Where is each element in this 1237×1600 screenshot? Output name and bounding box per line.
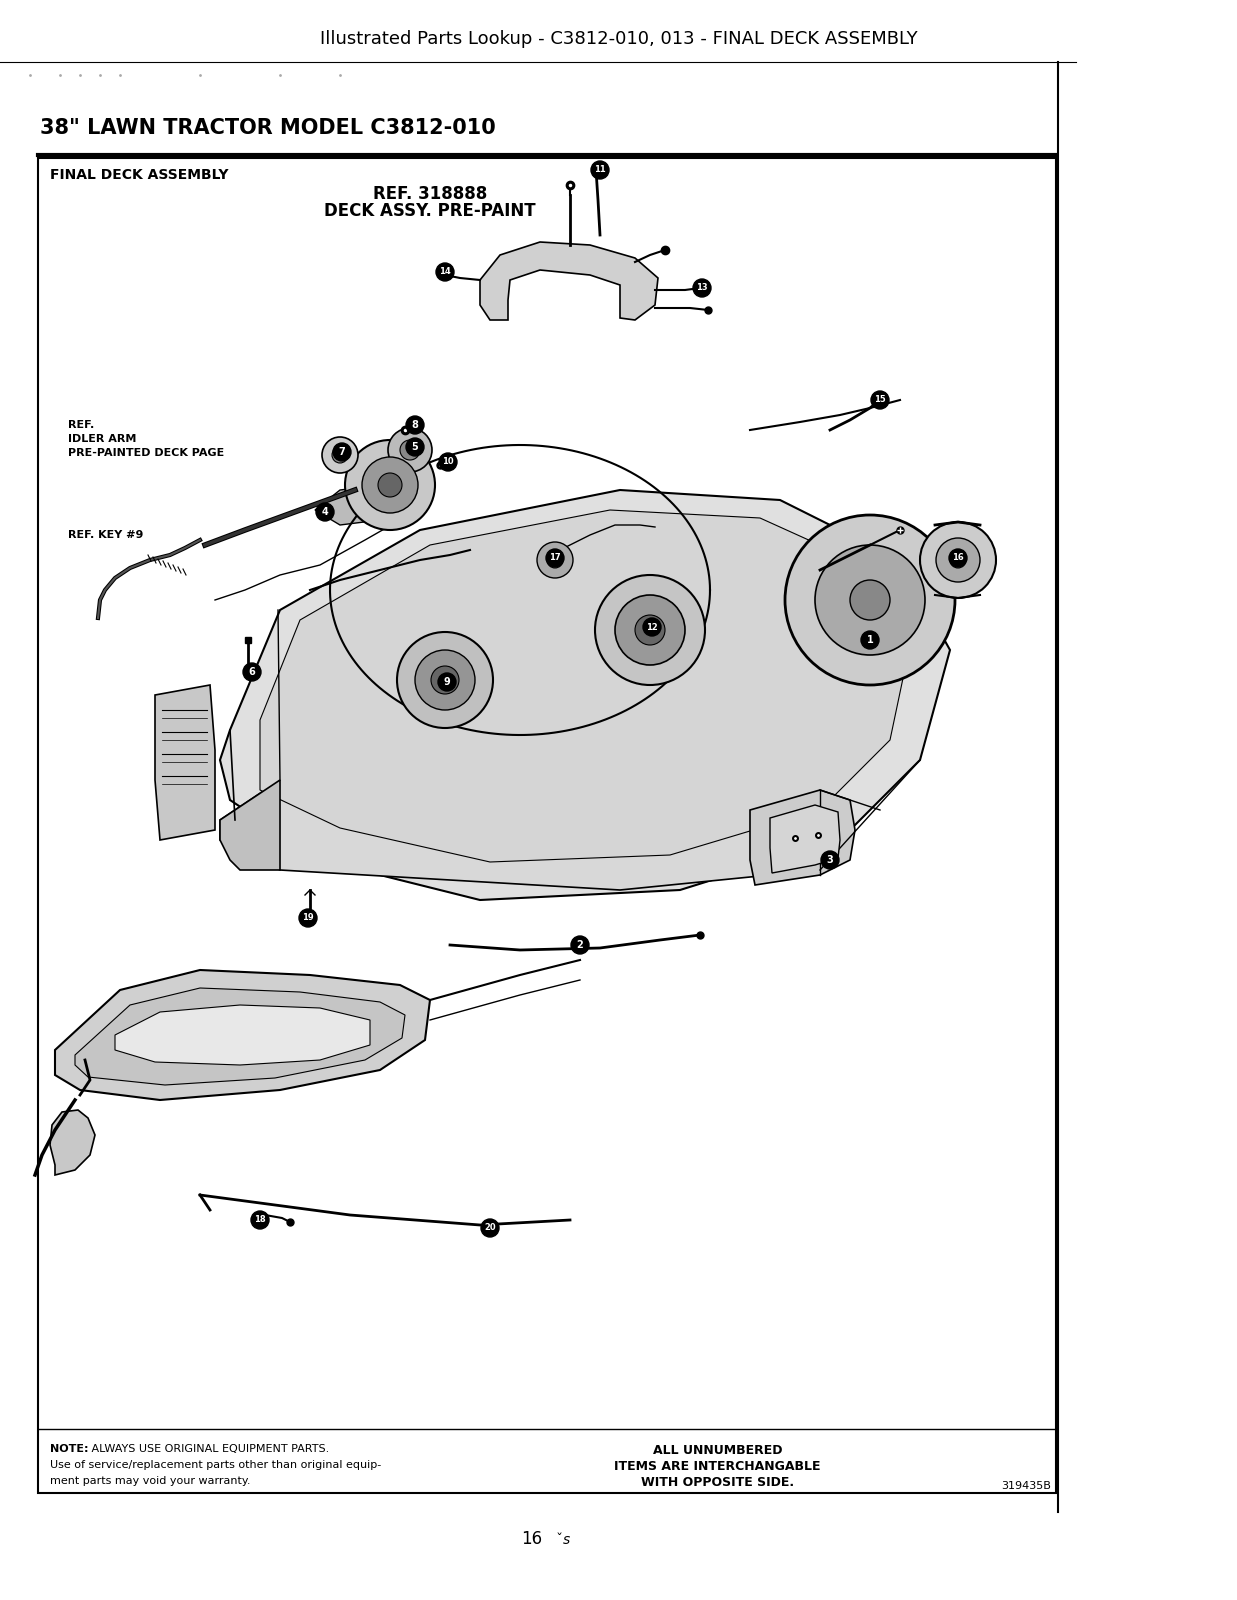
Text: 10: 10	[442, 458, 454, 467]
Text: Illustrated Parts Lookup - C3812-010, 013 - FINAL DECK ASSEMBLY: Illustrated Parts Lookup - C3812-010, 01…	[319, 30, 918, 48]
Circle shape	[950, 552, 966, 568]
Polygon shape	[54, 970, 430, 1101]
Circle shape	[406, 416, 424, 434]
Circle shape	[414, 650, 475, 710]
Text: ITEMS ARE INTERCHANGABLE: ITEMS ARE INTERCHANGABLE	[615, 1459, 820, 1472]
Text: Use of service/replacement parts other than original equip-: Use of service/replacement parts other t…	[49, 1459, 381, 1470]
Polygon shape	[220, 760, 820, 890]
Circle shape	[850, 579, 889, 619]
Text: 5: 5	[412, 442, 418, 451]
Circle shape	[481, 1219, 499, 1237]
Text: 14: 14	[439, 267, 450, 277]
Text: ALWAYS USE ORIGINAL EQUIPMENT PARTS.: ALWAYS USE ORIGINAL EQUIPMENT PARTS.	[88, 1443, 329, 1454]
Circle shape	[379, 474, 402, 498]
Text: 15: 15	[875, 395, 886, 405]
Text: 20: 20	[484, 1224, 496, 1232]
Text: REF.: REF.	[68, 419, 94, 430]
Circle shape	[635, 614, 666, 645]
Polygon shape	[155, 685, 215, 840]
Text: NOTE:: NOTE:	[49, 1443, 89, 1454]
Text: 16: 16	[952, 554, 964, 563]
Text: 18: 18	[254, 1216, 266, 1224]
Text: ALL UNNUMBERED: ALL UNNUMBERED	[653, 1443, 782, 1456]
Circle shape	[439, 453, 456, 470]
Circle shape	[242, 662, 261, 682]
Text: $\it{\check{s}}$: $\it{\check{s}}$	[557, 1531, 571, 1547]
Text: 17: 17	[549, 554, 560, 563]
Polygon shape	[769, 805, 840, 874]
Text: REF. 318888: REF. 318888	[372, 186, 487, 203]
Polygon shape	[75, 987, 404, 1085]
Text: IDLER ARM: IDLER ARM	[68, 434, 136, 443]
Circle shape	[591, 162, 609, 179]
Circle shape	[615, 595, 685, 666]
Circle shape	[949, 549, 967, 566]
Polygon shape	[49, 1110, 95, 1174]
Polygon shape	[750, 790, 855, 885]
Text: 319435B: 319435B	[1002, 1482, 1051, 1491]
Circle shape	[936, 538, 980, 582]
Circle shape	[430, 666, 459, 694]
Circle shape	[333, 443, 351, 461]
Text: 6: 6	[249, 667, 255, 677]
Text: WITH OPPOSITE SIDE.: WITH OPPOSITE SIDE.	[641, 1475, 794, 1488]
Text: 11: 11	[594, 165, 606, 174]
Text: 9: 9	[444, 677, 450, 686]
Polygon shape	[115, 1005, 370, 1066]
Text: 16: 16	[521, 1530, 543, 1549]
Polygon shape	[220, 781, 280, 870]
Circle shape	[537, 542, 573, 578]
Text: 13: 13	[696, 283, 708, 293]
Circle shape	[643, 618, 661, 635]
Circle shape	[400, 440, 421, 461]
Circle shape	[815, 546, 925, 654]
Circle shape	[571, 936, 589, 954]
Circle shape	[299, 909, 317, 926]
Polygon shape	[315, 485, 395, 525]
Text: 8: 8	[412, 419, 418, 430]
Text: 1: 1	[867, 635, 873, 645]
Text: REF. KEY #9: REF. KEY #9	[68, 530, 143, 541]
Circle shape	[693, 278, 711, 298]
Circle shape	[435, 262, 454, 282]
Text: 4: 4	[322, 507, 328, 517]
Circle shape	[251, 1211, 268, 1229]
Circle shape	[362, 458, 418, 514]
Text: PRE-PAINTED DECK PAGE: PRE-PAINTED DECK PAGE	[68, 448, 224, 458]
Text: 12: 12	[646, 622, 658, 632]
Text: 7: 7	[339, 446, 345, 458]
Text: 19: 19	[302, 914, 314, 923]
Text: 3: 3	[826, 854, 834, 866]
Circle shape	[397, 632, 494, 728]
Bar	[38, 158, 1056, 1493]
Text: 2: 2	[576, 939, 584, 950]
Circle shape	[547, 552, 563, 568]
Polygon shape	[480, 242, 658, 320]
Circle shape	[315, 502, 334, 522]
Text: ment parts may void your warranty.: ment parts may void your warranty.	[49, 1475, 251, 1486]
Circle shape	[871, 390, 889, 410]
Text: FINAL DECK ASSEMBLY: FINAL DECK ASSEMBLY	[49, 168, 229, 182]
Circle shape	[920, 522, 996, 598]
Text: 38" LAWN TRACTOR MODEL C3812-010: 38" LAWN TRACTOR MODEL C3812-010	[40, 118, 496, 138]
Circle shape	[546, 549, 564, 566]
Polygon shape	[260, 510, 910, 862]
Polygon shape	[220, 490, 950, 899]
Circle shape	[438, 674, 456, 691]
Circle shape	[388, 427, 432, 472]
Circle shape	[406, 438, 424, 456]
Circle shape	[861, 630, 880, 650]
Circle shape	[332, 446, 348, 462]
Circle shape	[595, 574, 705, 685]
Text: DECK ASSY. PRE-PAINT: DECK ASSY. PRE-PAINT	[324, 202, 536, 219]
Circle shape	[821, 851, 839, 869]
Circle shape	[322, 437, 357, 474]
Circle shape	[345, 440, 435, 530]
Circle shape	[785, 515, 955, 685]
